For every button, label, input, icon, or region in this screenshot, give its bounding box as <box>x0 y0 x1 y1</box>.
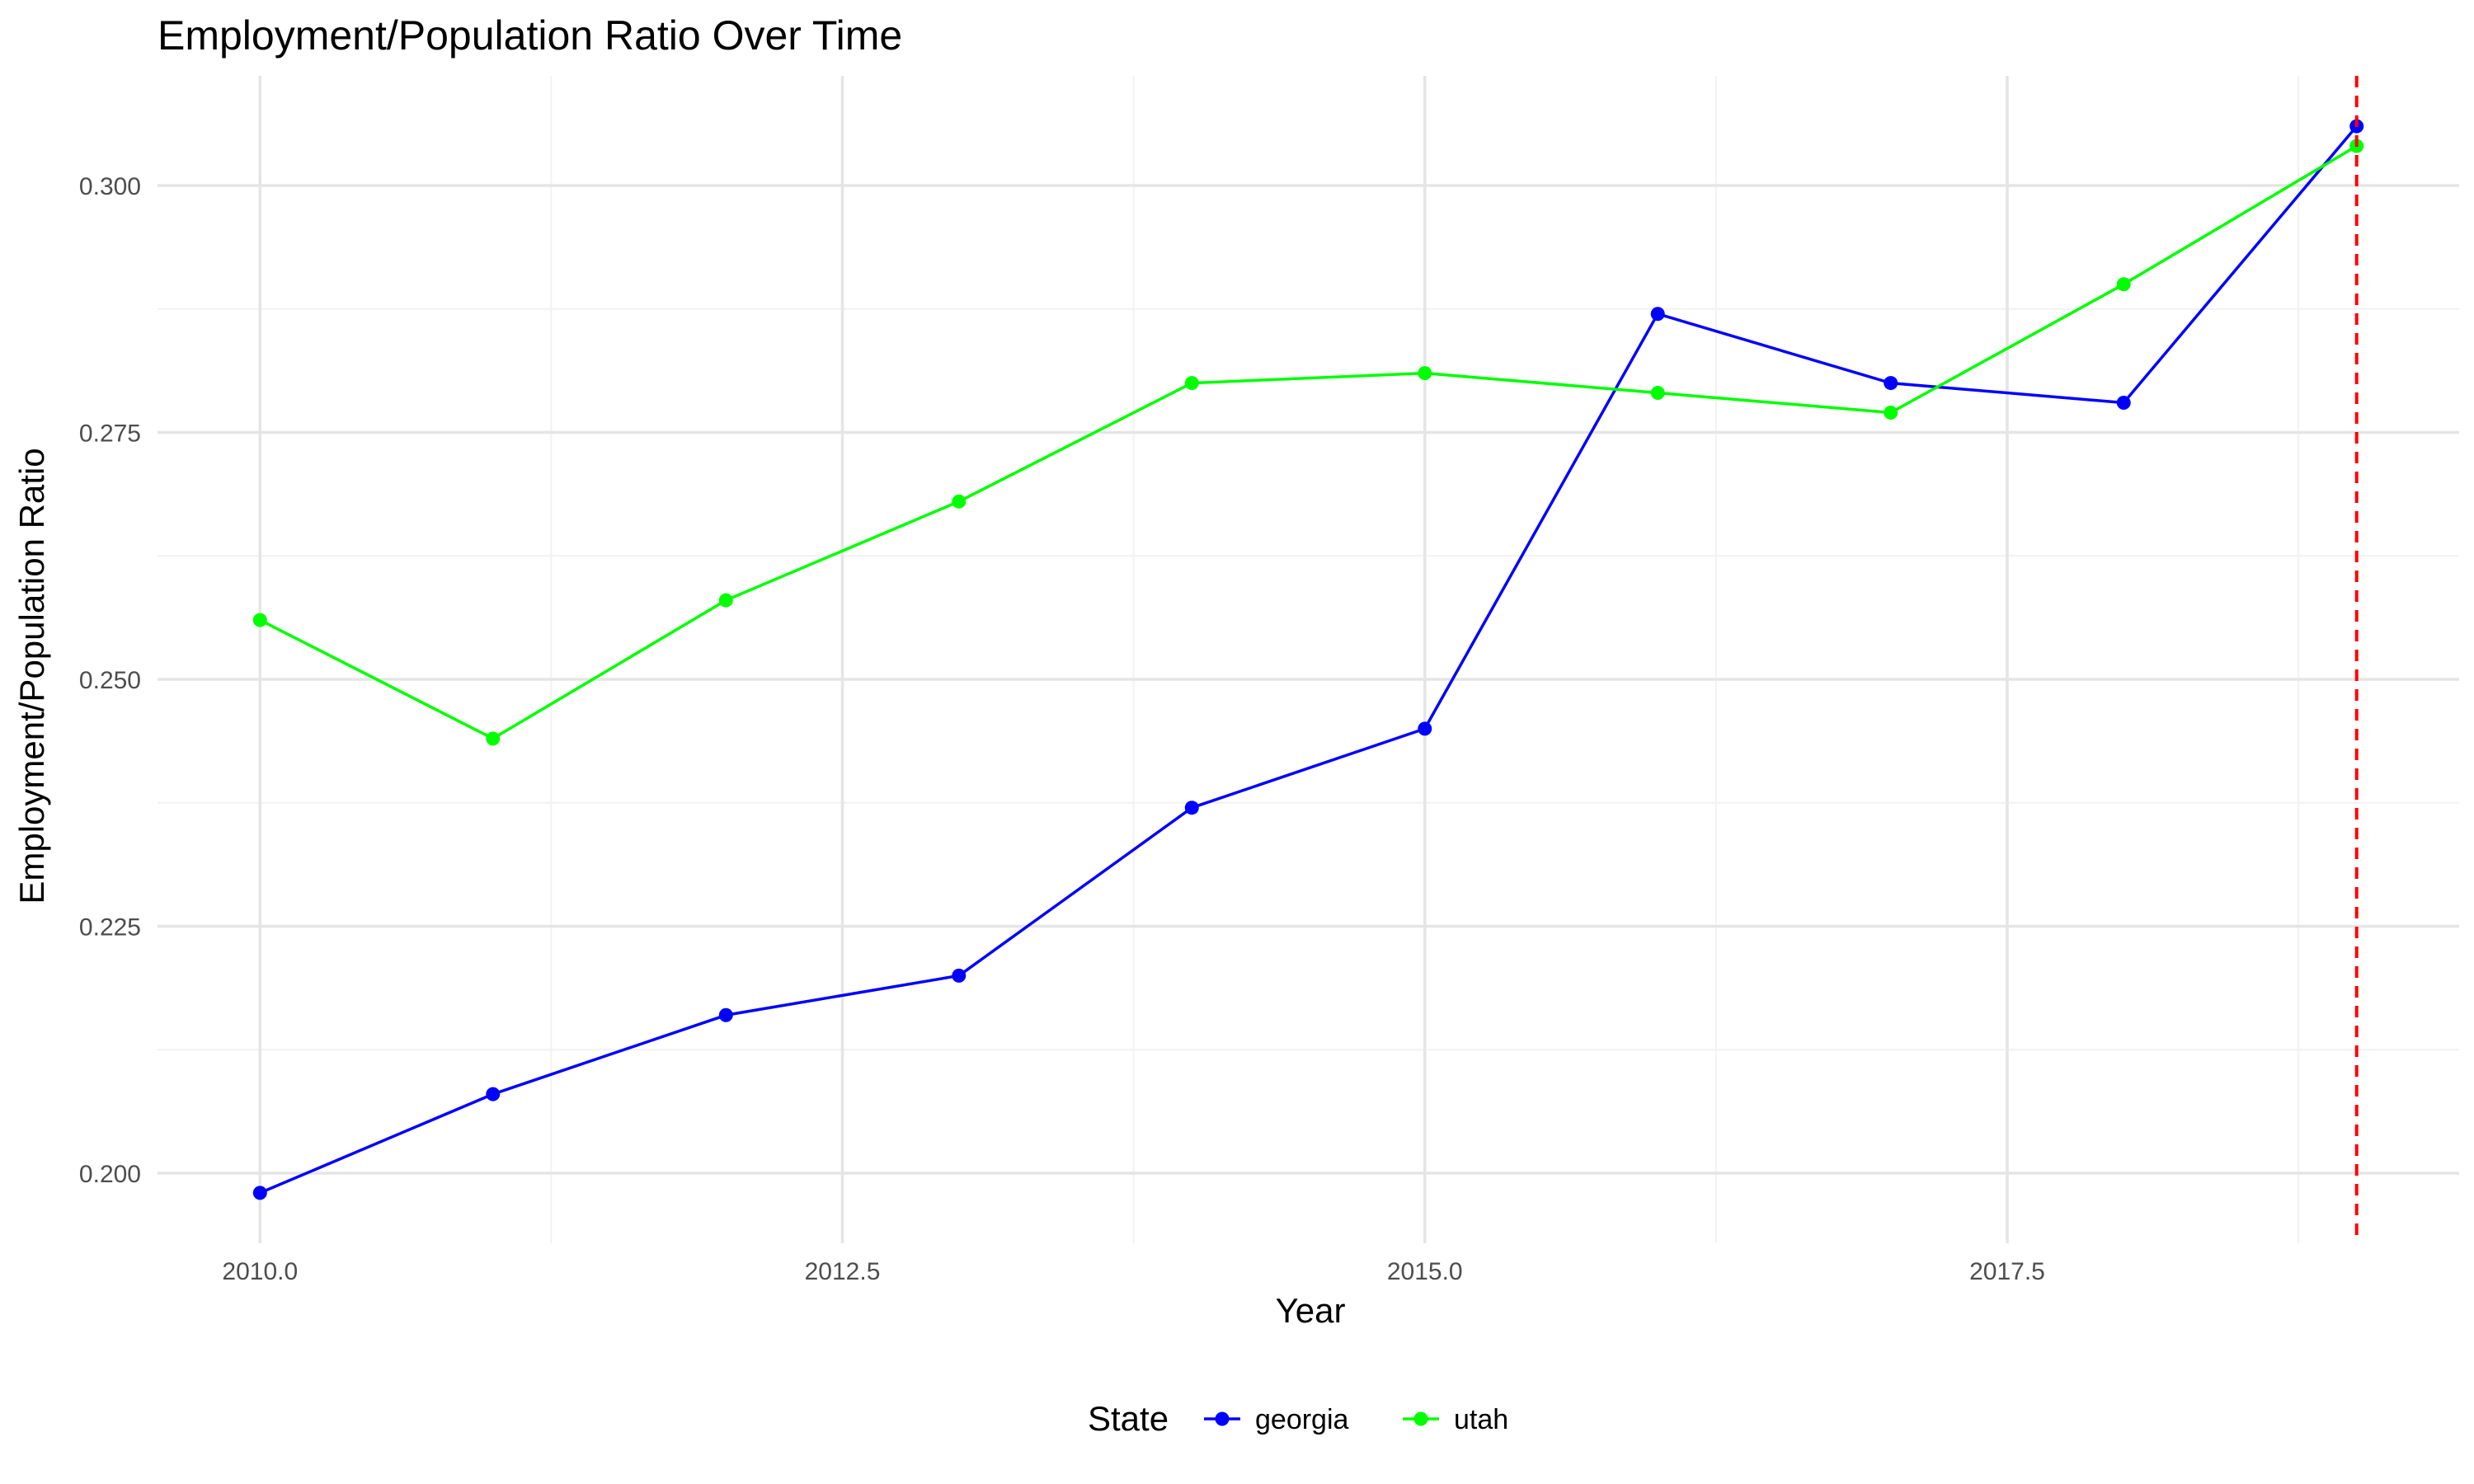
series-line-georgia <box>259 124 2359 1195</box>
legend-label-georgia: georgia <box>1255 1404 1349 1435</box>
data-point-georgia <box>1418 721 1432 736</box>
x-axis-title: Year <box>1276 1291 1346 1330</box>
x-tick-label: 2015.0 <box>1387 1258 1463 1285</box>
y-tick-label: 0.225 <box>79 913 141 941</box>
x-axis-ticks: 2010.0 2012.5 2015.0 2017.5 <box>222 1258 2044 1285</box>
y-tick-label: 0.250 <box>79 667 141 694</box>
data-point-georgia <box>1884 376 1898 391</box>
x-tick-label: 2012.5 <box>805 1258 881 1285</box>
data-point-utah <box>1418 366 1432 381</box>
y-tick-label: 0.275 <box>79 420 141 447</box>
data-point-utah <box>486 731 501 746</box>
chart-title: Employment/Population Ratio Over Time <box>158 12 902 59</box>
legend-items: georgia utah <box>1204 1404 1508 1435</box>
series-line-utah <box>259 144 2358 740</box>
data-point-georgia <box>718 1007 733 1022</box>
data-point-utah <box>952 494 967 509</box>
data-point-georgia <box>1184 801 1199 815</box>
legend-key-point-georgia <box>1215 1411 1230 1426</box>
data-point-utah <box>2116 277 2131 292</box>
grid-minor <box>158 76 2459 1243</box>
data-point-georgia <box>2116 396 2131 411</box>
data-point-utah <box>1884 406 1898 420</box>
data-point-georgia <box>486 1087 501 1101</box>
data-point-utah <box>1184 376 1199 391</box>
data-point-utah <box>718 593 733 608</box>
data-point-georgia <box>952 968 967 983</box>
data-point-georgia <box>1650 307 1665 322</box>
data-point-utah <box>252 613 267 627</box>
y-axis-ticks: 0.200 0.225 0.250 0.275 0.300 <box>79 173 141 1188</box>
grid-major <box>158 76 2459 1243</box>
legend-key-point-utah <box>1413 1411 1428 1426</box>
y-tick-label: 0.300 <box>79 173 141 200</box>
y-axis-title: Employment/Population Ratio <box>12 448 51 904</box>
y-tick-label: 0.200 <box>79 1161 141 1188</box>
data-point-georgia <box>252 1186 267 1200</box>
legend-label-utah: utah <box>1454 1404 1508 1435</box>
x-tick-label: 2010.0 <box>222 1258 298 1285</box>
legend: State georgia utah <box>1088 1399 1508 1438</box>
data-point-utah <box>1650 386 1665 401</box>
x-tick-label: 2017.5 <box>1969 1258 2045 1285</box>
legend-title: State <box>1088 1399 1169 1438</box>
